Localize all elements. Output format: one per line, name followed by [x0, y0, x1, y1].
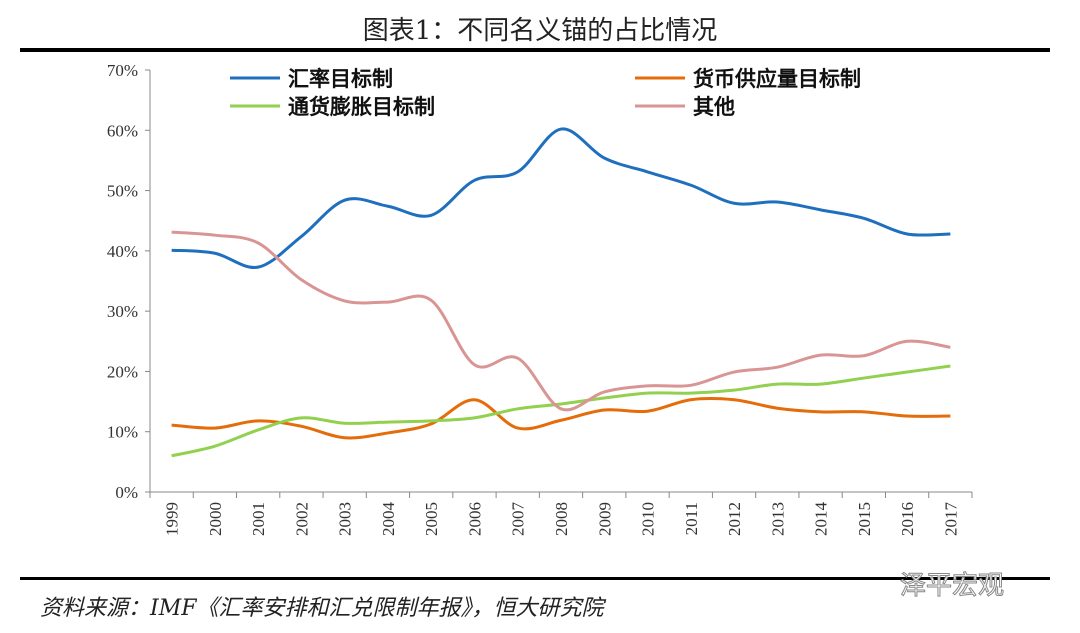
x-tick-label: 2005	[422, 502, 441, 536]
x-tick-label: 2013	[768, 502, 787, 536]
watermark: 泽平宏观	[899, 571, 1005, 602]
x-tick-label: 2006	[465, 502, 484, 536]
legend-label: 货币供应量目标制	[693, 67, 861, 91]
bottom-rule	[20, 577, 1050, 580]
line-chart: 0% 10% 20% 30% 40% 50% 60% 70% 1999 2000 2001 2002 2…	[107, 61, 973, 537]
y-tick-label: 0%	[115, 483, 138, 502]
y-tick-label: 10%	[107, 423, 138, 442]
x-tick-label: 2007	[509, 502, 528, 537]
y-tick-label: 70%	[107, 61, 138, 80]
x-tick-label: 2009	[595, 502, 614, 536]
y-tick-label: 50%	[107, 182, 138, 201]
series-line-2	[171, 364, 951, 458]
x-tick-label: 2004	[379, 502, 398, 537]
legend-label: 通货膨胀目标制	[288, 95, 435, 119]
y-tick-label: 40%	[107, 242, 138, 261]
x-tick-label: 1999	[163, 502, 182, 536]
chart-title: 图表1：不同名义锚的占比情况	[362, 16, 718, 46]
y-tick-label: 30%	[107, 302, 138, 321]
x-tick-label: 2011	[682, 502, 701, 535]
series-line-1	[171, 397, 951, 440]
source-note: 资料来源：IMF《汇率安排和汇兑限制年报》，恒大研究院	[40, 596, 604, 621]
series-line-3	[171, 230, 951, 412]
x-tick-label: 2014	[812, 502, 831, 537]
x-tick-label: 2002	[292, 502, 311, 536]
x-tick-label: 2010	[639, 502, 658, 536]
y-tick-label: 20%	[107, 362, 138, 381]
x-tick-label: 2000	[206, 502, 225, 536]
legend-label: 汇率目标制	[288, 67, 393, 91]
x-tick-label: 2012	[725, 502, 744, 536]
legend-label: 其他	[693, 95, 735, 119]
series-line-0	[171, 127, 951, 269]
x-tick-label: 2008	[552, 502, 571, 536]
x-tick-label: 2003	[336, 502, 355, 536]
y-tick-label: 60%	[107, 121, 138, 140]
x-tick-label: 2016	[898, 502, 917, 536]
x-tick-label: 2001	[249, 502, 268, 536]
x-tick-label: 2015	[855, 502, 874, 536]
x-tick-label: 2017	[941, 502, 960, 537]
top-rule	[20, 48, 1050, 52]
